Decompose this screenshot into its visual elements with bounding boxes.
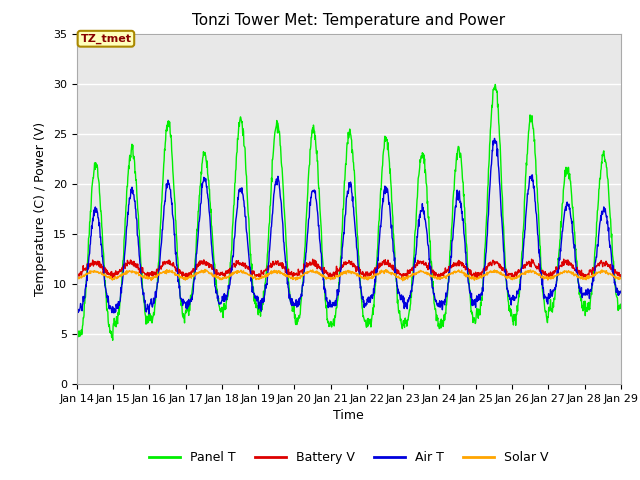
Legend: Panel T, Battery V, Air T, Solar V: Panel T, Battery V, Air T, Solar V	[144, 446, 554, 469]
Solar V	[73, 275, 81, 281]
Solar V	[399, 278, 406, 284]
Panel T	[505, 308, 513, 313]
Panel T	[492, 82, 499, 87]
Panel T	[617, 305, 625, 311]
Battery V	[255, 274, 262, 279]
Air T	[73, 305, 81, 311]
Air T	[195, 232, 202, 238]
Title: Tonzi Tower Met: Temperature and Power: Tonzi Tower Met: Temperature and Power	[192, 13, 506, 28]
Line: Solar V: Solar V	[77, 269, 621, 281]
Line: Panel T: Panel T	[77, 84, 621, 340]
Battery V	[617, 274, 625, 280]
Air T	[553, 277, 561, 283]
Y-axis label: Temperature (C) / Power (V): Temperature (C) / Power (V)	[35, 122, 47, 296]
Solar V	[180, 276, 188, 282]
Battery V	[436, 276, 444, 282]
Solar V	[194, 270, 202, 276]
Battery V	[560, 256, 568, 262]
Panel T	[109, 337, 116, 343]
Line: Battery V: Battery V	[77, 259, 621, 279]
Line: Air T: Air T	[77, 138, 621, 314]
Solar V	[505, 274, 513, 280]
Air T	[145, 311, 153, 317]
Air T	[181, 300, 189, 305]
Panel T	[73, 332, 81, 337]
Solar V	[617, 275, 625, 281]
Air T	[255, 300, 263, 305]
Air T	[491, 135, 499, 141]
Panel T	[434, 317, 442, 323]
Air T	[617, 289, 625, 295]
Air T	[505, 294, 513, 300]
Panel T	[553, 275, 561, 281]
Text: TZ_tmet: TZ_tmet	[81, 34, 131, 44]
Battery V	[73, 272, 81, 277]
Battery V	[433, 272, 441, 277]
Panel T	[181, 311, 189, 317]
Solar V	[201, 266, 209, 272]
Battery V	[194, 264, 202, 270]
X-axis label: Time: Time	[333, 409, 364, 422]
Solar V	[255, 276, 263, 282]
Battery V	[505, 273, 513, 279]
Panel T	[195, 208, 202, 214]
Solar V	[553, 272, 561, 277]
Battery V	[553, 266, 561, 272]
Battery V	[180, 272, 188, 277]
Solar V	[434, 276, 442, 281]
Panel T	[255, 309, 263, 315]
Air T	[434, 303, 442, 309]
